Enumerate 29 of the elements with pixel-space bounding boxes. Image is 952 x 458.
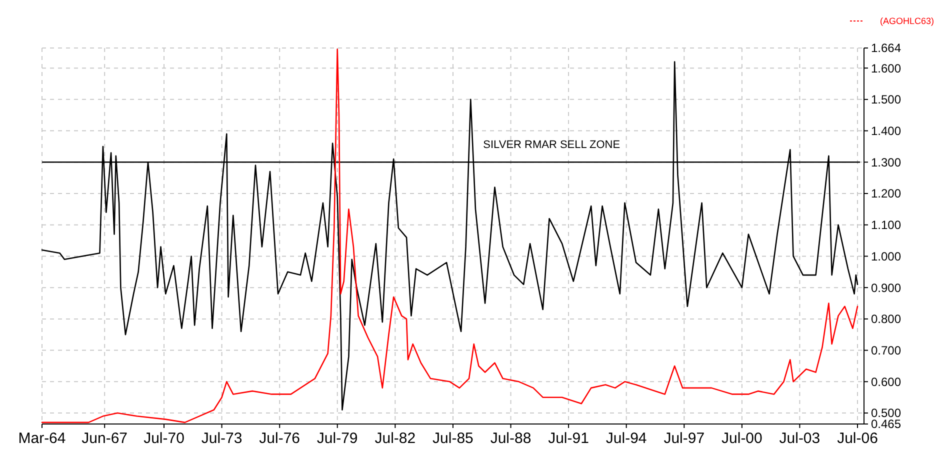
x-tick-label: Jul-88 xyxy=(490,430,532,447)
x-tick-label: Mar-64 xyxy=(18,430,66,447)
y-tick-label: 1.664 xyxy=(871,41,902,56)
x-tick-label: Jul-85 xyxy=(432,430,474,447)
y-tick-label: 1.100 xyxy=(871,218,902,232)
y-tick-label: 0.800 xyxy=(871,312,902,326)
x-tick-label: Jul-73 xyxy=(201,430,242,447)
x-tick-label: Jul-97 xyxy=(664,430,705,447)
y-tick-label: 1.400 xyxy=(871,124,902,138)
x-tick-label: Jul-94 xyxy=(606,430,647,447)
x-tick-label: Jun-67 xyxy=(82,430,128,447)
y-tick-label: 1.600 xyxy=(871,61,902,76)
x-tick-label: Jul-76 xyxy=(259,430,300,447)
x-tick-label: Jul-00 xyxy=(722,430,762,447)
x-tick-label: Jul-82 xyxy=(374,430,416,447)
x-tick-label: Jul-91 xyxy=(548,430,589,447)
y-tick-label: 0.600 xyxy=(871,374,902,389)
x-tick-label: Jul-06 xyxy=(837,430,878,447)
y-tick-label: 0.700 xyxy=(871,344,902,358)
legend-label: (AGOHLC63) xyxy=(880,16,934,26)
x-tick-label: Jul-03 xyxy=(779,430,820,447)
y-tick-label: 1.300 xyxy=(871,155,902,170)
ref-line-label: SILVER RMAR SELL ZONE xyxy=(483,139,620,152)
y-tick-label: 1.200 xyxy=(871,186,902,201)
y-tick-label: 1.000 xyxy=(871,249,902,264)
y-tick-label: 1.500 xyxy=(871,92,902,107)
x-tick-label: Jul-70 xyxy=(144,430,184,447)
y-tick-label: 0.900 xyxy=(871,280,902,295)
x-tick-label: Jul-79 xyxy=(316,430,358,447)
